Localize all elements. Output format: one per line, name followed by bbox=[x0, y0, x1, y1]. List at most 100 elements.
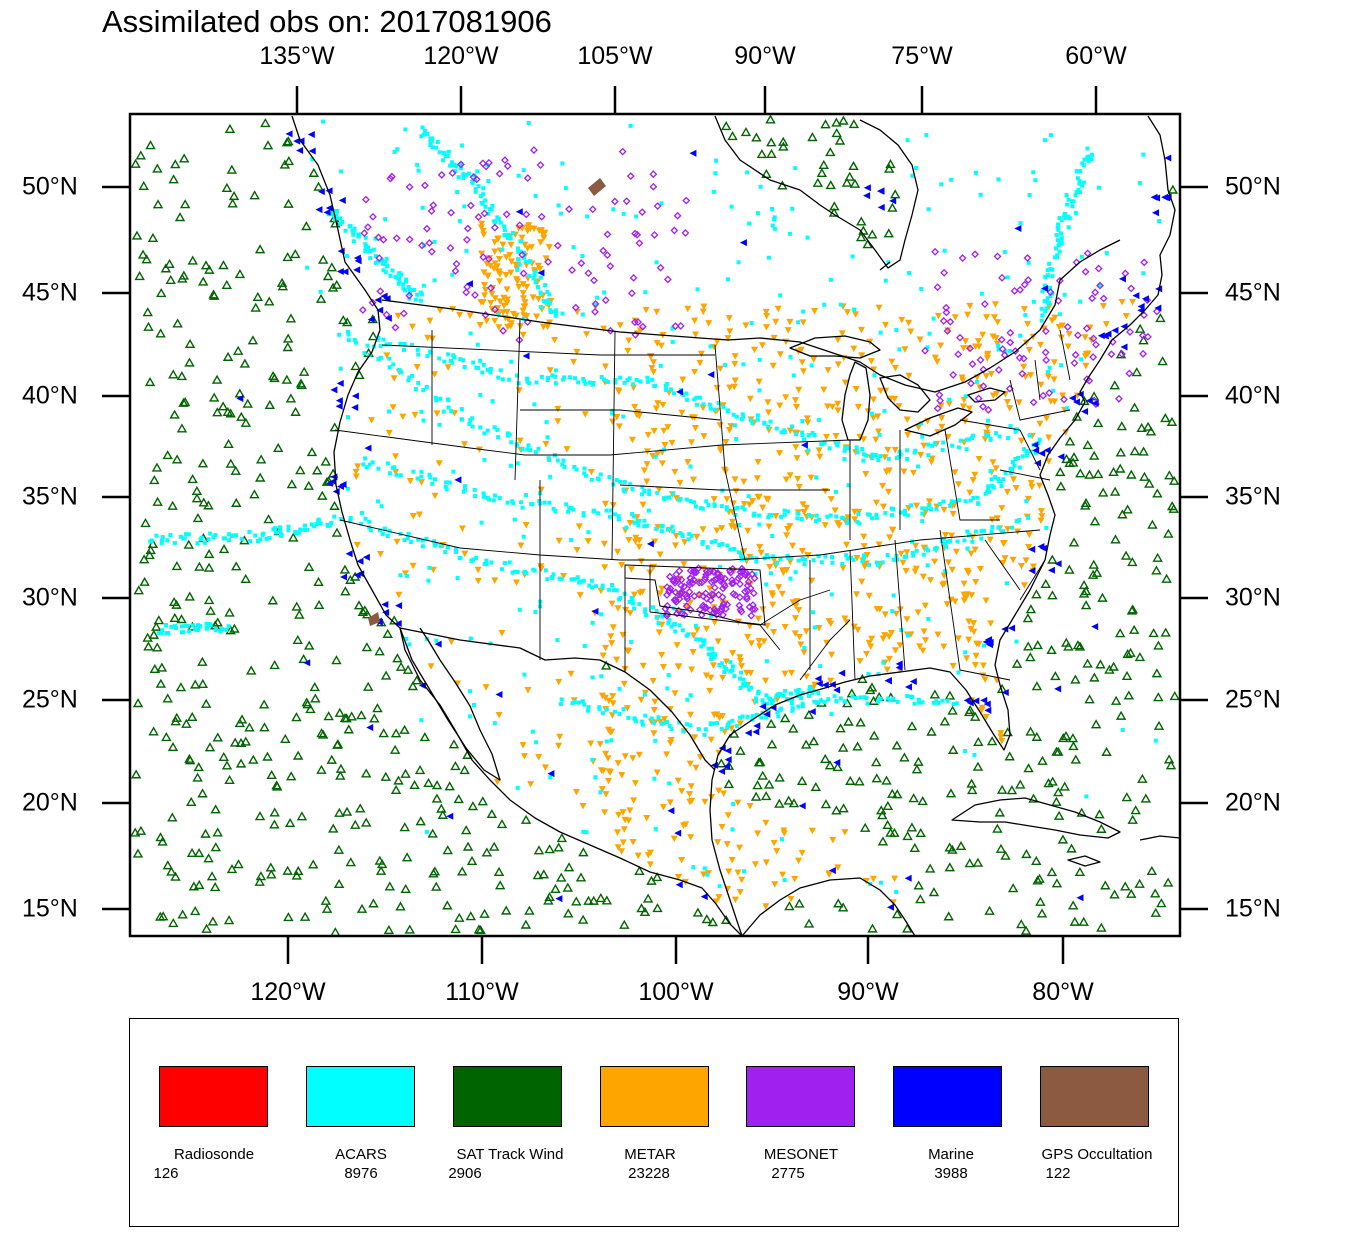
metar-marker bbox=[723, 496, 731, 503]
mesonet-marker bbox=[746, 584, 755, 593]
acars-marker bbox=[651, 605, 656, 610]
metar-marker bbox=[541, 764, 549, 771]
sat-wind-marker bbox=[343, 724, 354, 734]
metar-marker bbox=[691, 425, 699, 432]
acars-marker bbox=[380, 258, 385, 263]
sat-wind-marker bbox=[356, 710, 367, 720]
metar-marker bbox=[529, 294, 537, 301]
metar-marker bbox=[984, 350, 992, 358]
metar-marker bbox=[613, 414, 621, 421]
metar-marker bbox=[507, 241, 515, 249]
metar-marker bbox=[783, 566, 791, 574]
metar-marker bbox=[496, 298, 504, 305]
acars-marker bbox=[632, 520, 637, 525]
sat-wind-marker bbox=[339, 564, 351, 574]
acars-marker bbox=[351, 232, 356, 237]
metar-marker bbox=[656, 551, 664, 558]
metar-marker bbox=[629, 839, 637, 846]
sat-wind-marker bbox=[720, 121, 732, 131]
acars-marker bbox=[247, 529, 252, 534]
acars-marker bbox=[740, 505, 745, 510]
acars-marker bbox=[819, 560, 824, 565]
acars-marker bbox=[878, 454, 883, 459]
metar-marker bbox=[765, 523, 773, 531]
sat-wind-marker bbox=[831, 117, 842, 127]
acars-marker bbox=[419, 469, 424, 474]
sat-wind-marker bbox=[766, 739, 778, 749]
mesonet-marker bbox=[448, 169, 457, 177]
mesonet-marker bbox=[482, 162, 491, 171]
mesonet-marker bbox=[737, 564, 746, 573]
metar-marker bbox=[939, 581, 947, 589]
mesonet-marker bbox=[946, 317, 955, 326]
acars-marker bbox=[483, 204, 488, 209]
mesonet-marker bbox=[921, 346, 929, 355]
metar-marker bbox=[661, 441, 669, 449]
acars-marker bbox=[423, 129, 428, 134]
acars-marker bbox=[864, 453, 869, 458]
acars-marker bbox=[506, 232, 511, 237]
sat-wind-marker bbox=[329, 500, 340, 510]
acars-marker bbox=[680, 532, 685, 537]
acars-marker bbox=[741, 677, 746, 682]
sat-wind-marker bbox=[973, 736, 984, 747]
sat-wind-marker bbox=[571, 896, 582, 906]
acars-marker bbox=[659, 201, 664, 206]
acars-marker bbox=[702, 732, 707, 737]
acars-marker bbox=[356, 234, 361, 239]
acars-marker bbox=[710, 651, 715, 656]
acars-marker bbox=[962, 538, 967, 543]
acars-marker bbox=[309, 522, 314, 527]
acars-marker bbox=[667, 618, 672, 623]
acars-marker bbox=[925, 345, 930, 350]
acars-marker bbox=[663, 384, 668, 389]
acars-marker bbox=[825, 514, 830, 519]
acars-marker bbox=[337, 332, 342, 337]
metar-marker bbox=[625, 537, 633, 544]
acars-marker bbox=[419, 718, 424, 723]
sat-wind-marker bbox=[838, 115, 849, 125]
sat-wind-marker bbox=[1117, 509, 1128, 519]
metar-marker bbox=[821, 522, 829, 529]
acars-marker bbox=[159, 538, 164, 543]
acars-marker bbox=[486, 211, 491, 216]
metar-marker bbox=[803, 673, 811, 680]
mesonet-marker bbox=[984, 405, 993, 414]
sat-wind-marker bbox=[752, 780, 763, 790]
sat-wind-marker bbox=[218, 751, 229, 762]
sat-wind-marker bbox=[992, 823, 1003, 833]
acars-marker bbox=[993, 474, 998, 479]
acars-marker bbox=[1031, 170, 1036, 175]
mesonet-marker bbox=[374, 233, 383, 242]
mesonet-marker bbox=[405, 291, 414, 300]
acars-marker bbox=[346, 332, 351, 337]
acars-marker bbox=[876, 562, 881, 567]
acars-marker bbox=[1071, 199, 1076, 204]
sat-wind-marker bbox=[835, 723, 846, 733]
sat-wind-marker bbox=[1067, 900, 1079, 910]
metar-marker bbox=[666, 740, 674, 747]
sat-wind-marker bbox=[442, 845, 453, 855]
metar-marker bbox=[727, 725, 735, 732]
acars-marker bbox=[668, 387, 673, 392]
acars-marker bbox=[785, 509, 790, 514]
marine-marker bbox=[236, 395, 244, 403]
metar-marker bbox=[756, 643, 764, 650]
acars-marker bbox=[973, 529, 978, 534]
metar-marker bbox=[575, 523, 583, 530]
acars-marker bbox=[845, 556, 850, 561]
acars-marker bbox=[866, 672, 871, 677]
sat-wind-marker bbox=[800, 739, 812, 749]
acars-marker bbox=[181, 630, 186, 635]
sat-wind-marker bbox=[177, 273, 188, 283]
metar-marker bbox=[960, 396, 968, 404]
sat-wind-marker bbox=[339, 713, 351, 723]
acars-marker bbox=[516, 257, 521, 262]
sat-wind-marker bbox=[226, 864, 238, 874]
marine-marker bbox=[1041, 284, 1049, 292]
acars-marker bbox=[851, 557, 856, 562]
acars-marker bbox=[500, 247, 505, 252]
metar-marker bbox=[764, 399, 772, 406]
mesonet-marker bbox=[399, 309, 408, 318]
sat-wind-marker bbox=[296, 380, 307, 390]
